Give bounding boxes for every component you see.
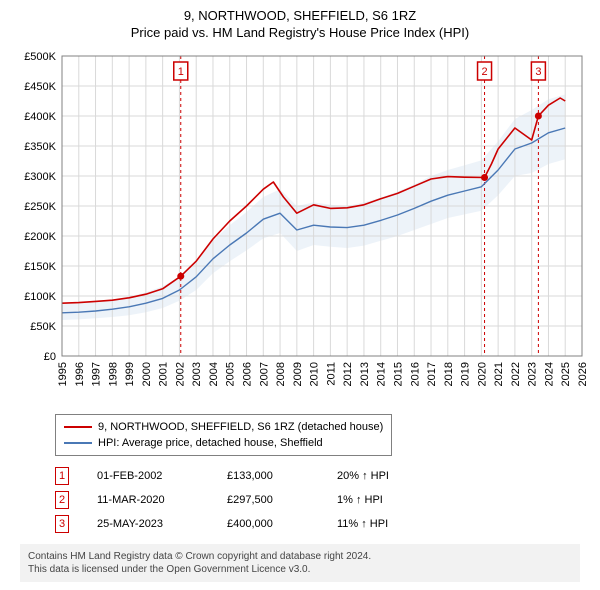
sale-delta: 11% ↑ HPI <box>337 518 437 530</box>
legend-label: HPI: Average price, detached house, Shef… <box>98 437 323 449</box>
sale-price: £297,500 <box>227 494 337 506</box>
svg-text:2013: 2013 <box>359 362 371 386</box>
title-subtitle: Price paid vs. HM Land Registry's House … <box>10 25 590 40</box>
svg-text:2012: 2012 <box>342 362 354 386</box>
table-row: 3 25-MAY-2023 £400,000 11% ↑ HPI <box>55 512 590 536</box>
legend-swatch <box>64 426 92 428</box>
legend: 9, NORTHWOOD, SHEFFIELD, S6 1RZ (detache… <box>55 414 392 456</box>
svg-text:1999: 1999 <box>124 362 136 386</box>
sale-price: £133,000 <box>227 470 337 482</box>
footer-attribution: Contains HM Land Registry data © Crown c… <box>20 544 580 582</box>
svg-text:2015: 2015 <box>392 362 404 386</box>
svg-text:£450K: £450K <box>24 81 56 93</box>
legend-item: 9, NORTHWOOD, SHEFFIELD, S6 1RZ (detache… <box>64 419 383 435</box>
svg-text:1998: 1998 <box>107 362 119 386</box>
svg-text:2021: 2021 <box>493 362 505 386</box>
svg-text:1995: 1995 <box>57 362 69 386</box>
svg-text:2008: 2008 <box>275 362 287 386</box>
svg-text:£350K: £350K <box>24 141 56 153</box>
svg-text:£250K: £250K <box>24 201 56 213</box>
sale-marker-badge: 2 <box>55 491 69 509</box>
svg-text:£300K: £300K <box>24 171 56 183</box>
svg-text:2018: 2018 <box>443 362 455 386</box>
legend-item: HPI: Average price, detached house, Shef… <box>64 435 383 451</box>
svg-text:£100K: £100K <box>24 291 56 303</box>
svg-text:2003: 2003 <box>191 362 203 386</box>
svg-text:2004: 2004 <box>208 362 220 386</box>
price-chart: £0 £50K £100K £150K £200K £250K £300K £350K £400… <box>10 46 590 406</box>
svg-text:2024: 2024 <box>543 362 555 386</box>
svg-text:2020: 2020 <box>476 362 488 386</box>
svg-text:1996: 1996 <box>74 362 86 386</box>
svg-text:£50K: £50K <box>30 321 56 333</box>
svg-text:2022: 2022 <box>510 362 522 386</box>
svg-text:£150K: £150K <box>24 261 56 273</box>
svg-text:1997: 1997 <box>91 362 103 386</box>
sale-price: £400,000 <box>227 518 337 530</box>
chart-area: £0 £50K £100K £150K £200K £250K £300K £350K £400… <box>10 46 590 406</box>
title-address: 9, NORTHWOOD, SHEFFIELD, S6 1RZ <box>10 8 590 23</box>
svg-text:£400K: £400K <box>24 111 56 123</box>
svg-text:2016: 2016 <box>409 362 421 386</box>
svg-text:2017: 2017 <box>426 362 438 386</box>
svg-text:2025: 2025 <box>560 362 572 386</box>
svg-text:2007: 2007 <box>258 362 270 386</box>
sales-table: 1 01-FEB-2002 £133,000 20% ↑ HPI 2 11-MA… <box>55 464 590 536</box>
svg-text:2023: 2023 <box>527 362 539 386</box>
table-row: 1 01-FEB-2002 £133,000 20% ↑ HPI <box>55 464 590 488</box>
svg-text:1: 1 <box>178 66 184 78</box>
svg-text:£500K: £500K <box>24 51 56 63</box>
svg-text:2001: 2001 <box>158 362 170 386</box>
svg-text:£200K: £200K <box>24 231 56 243</box>
sale-date: 25-MAY-2023 <box>97 518 227 530</box>
sale-marker-badge: 1 <box>55 467 69 485</box>
table-row: 2 11-MAR-2020 £297,500 1% ↑ HPI <box>55 488 590 512</box>
sale-delta: 1% ↑ HPI <box>337 494 437 506</box>
svg-text:2: 2 <box>481 66 487 78</box>
svg-text:2009: 2009 <box>292 362 304 386</box>
svg-text:2010: 2010 <box>309 362 321 386</box>
svg-text:2000: 2000 <box>141 362 153 386</box>
legend-swatch <box>64 442 92 444</box>
svg-text:2026: 2026 <box>577 362 589 386</box>
svg-text:2006: 2006 <box>242 362 254 386</box>
sale-date: 11-MAR-2020 <box>97 494 227 506</box>
sale-delta: 20% ↑ HPI <box>337 470 437 482</box>
chart-container: 9, NORTHWOOD, SHEFFIELD, S6 1RZ Price pa… <box>0 0 600 590</box>
svg-text:2014: 2014 <box>376 362 388 386</box>
legend-label: 9, NORTHWOOD, SHEFFIELD, S6 1RZ (detache… <box>98 421 383 433</box>
svg-text:2019: 2019 <box>460 362 472 386</box>
sale-date: 01-FEB-2002 <box>97 470 227 482</box>
sale-marker-badge: 3 <box>55 515 69 533</box>
footer-line: This data is licensed under the Open Gov… <box>28 563 572 576</box>
svg-text:3: 3 <box>535 66 541 78</box>
svg-text:£0: £0 <box>44 351 56 363</box>
svg-text:2002: 2002 <box>174 362 186 386</box>
footer-line: Contains HM Land Registry data © Crown c… <box>28 550 572 563</box>
svg-text:2005: 2005 <box>225 362 237 386</box>
svg-text:2011: 2011 <box>325 362 337 386</box>
